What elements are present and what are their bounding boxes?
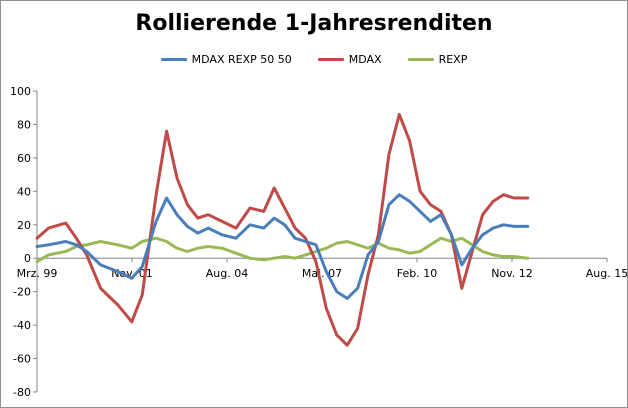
legend-item-mdax: MDAX (317, 53, 382, 66)
legend-label-rexp: REXP (438, 53, 468, 66)
y-tick-label-1: -60 (13, 353, 31, 366)
chart-title: Rollierende 1-Jahresrenditen (135, 11, 493, 36)
legend-swatch-rexp (407, 58, 434, 61)
y-tick-label-8: 80 (17, 118, 31, 131)
legend-label-mdax: MDAX (348, 53, 382, 66)
legend-swatch-mix (160, 58, 187, 61)
legend-item-mix: MDAX REXP 50 50 (160, 53, 292, 66)
x-tick-label-2: Aug. 04 (206, 267, 248, 280)
y-tick-label-9: 100 (10, 85, 31, 98)
x-tick-label-5: Nov. 12 (491, 267, 533, 280)
legend-item-rexp: REXP (407, 53, 468, 66)
y-tick-label-5: 20 (17, 219, 31, 232)
legend-label-mix: MDAX REXP 50 50 (191, 53, 292, 66)
x-tick-label-4: Feb. 10 (397, 267, 437, 280)
x-tick-label-6: Aug. 15 (586, 267, 627, 280)
chart-legend: MDAX REXP 50 50 MDAX REXP (1, 53, 627, 66)
legend-swatch-mdax (317, 58, 344, 61)
y-tick-label-3: -20 (13, 286, 31, 299)
y-tick-label-0: -80 (13, 386, 31, 399)
y-tick-label-4: 0 (24, 252, 31, 265)
y-tick-label-7: 60 (17, 152, 31, 165)
series-line-0 (35, 193, 530, 300)
series-line-2 (35, 236, 530, 264)
x-tick-label-1: Nov. 01 (111, 267, 153, 280)
y-tick-label-6: 40 (17, 185, 31, 198)
y-tick-label-2: -40 (13, 319, 31, 332)
x-tick-label-0: Mrz. 99 (17, 267, 58, 280)
x-tick-label-3: Mai. 07 (302, 267, 342, 280)
series-line-1 (35, 112, 530, 347)
